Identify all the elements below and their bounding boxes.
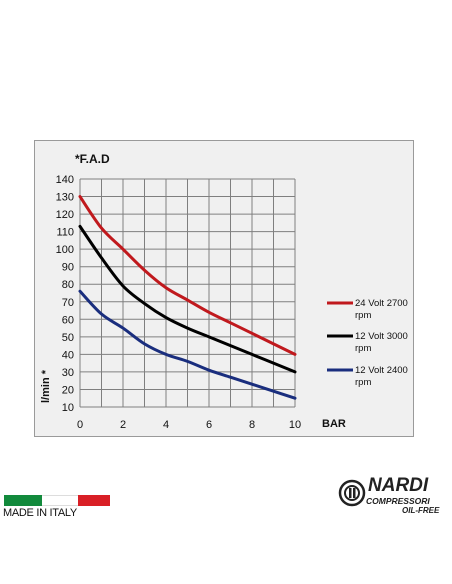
legend: 24 Volt 2700 rpm 12 Volt 3000 rpm 12 Vol… (327, 298, 408, 388)
y-tick-label: 50 (62, 332, 74, 344)
made-in-italy-text: MADE IN ITALY (3, 507, 77, 519)
grid (79, 178, 296, 408)
y-tick-label: 110 (56, 227, 74, 239)
y-tick-label: 70 (62, 297, 74, 309)
chart-title: *F.A.D (75, 152, 110, 166)
y-tick-label: 90 (62, 262, 74, 274)
y-tick-labels: 10 20 30 40 50 60 70 80 90 100 110 120 130 140 (56, 174, 74, 414)
chart-panel: *F.A.D 10 20 30 40 50 60 70 80 90 100 110 120 130 140… (34, 140, 414, 437)
x-tick-label: 8 (249, 419, 255, 431)
italian-flag (4, 495, 110, 506)
legend-label-12v-3000-rpm: rpm (355, 343, 371, 354)
x-tick-label: 10 (289, 419, 301, 431)
y-tick-label: 120 (56, 209, 74, 221)
brand-tagline: OIL-FREE (402, 506, 440, 515)
chart-svg: *F.A.D 102030405060708090100110120130140… (40, 152, 408, 431)
x-tick-label: 4 (163, 419, 169, 431)
y-tick-label: 140 (56, 174, 74, 186)
y-axis-label: l/min * (40, 369, 52, 403)
flag-red-band (78, 495, 110, 506)
x-axis-label: BAR (322, 418, 346, 430)
y-tick-label: 100 (56, 244, 74, 256)
flag-green-band (4, 495, 42, 506)
legend-label-12v-3000: 12 Volt 3000 (355, 331, 408, 342)
legend-label-12v-2400-rpm: rpm (355, 377, 371, 388)
y-tick-label: 10 (62, 402, 74, 414)
y-tick-label: 60 (62, 314, 74, 326)
x-tick-labels: 0 2 4 6 8 10 (77, 419, 301, 431)
x-tick-label: 0 (77, 419, 83, 431)
nardi-logo: NARDI COMPRESSORI OIL-FREE (338, 475, 450, 519)
y-tick-label: 30 (62, 367, 74, 379)
y-tick-label: 40 (62, 349, 74, 361)
series-line-12v-3000 (78, 224, 297, 374)
nardi-emblem-icon (338, 479, 366, 507)
flag-white-band (42, 495, 78, 506)
series-line-24v-2700 (78, 195, 297, 356)
series-line-12v-2400 (78, 289, 297, 400)
y-tick-label: 20 (62, 384, 74, 396)
x-tick-label: 6 (206, 419, 212, 431)
y-tick-label: 130 (56, 192, 74, 204)
y-tick-label: 80 (62, 279, 74, 291)
brand-name: NARDI (368, 475, 429, 496)
brand-subtitle: COMPRESSORI (366, 496, 430, 506)
legend-label-12v-2400: 12 Volt 2400 (355, 365, 408, 376)
legend-label-24v-rpm: rpm (355, 310, 371, 321)
x-tick-label: 2 (120, 419, 126, 431)
legend-label-24v: 24 Volt 2700 (355, 298, 408, 309)
series-lines (78, 195, 297, 400)
